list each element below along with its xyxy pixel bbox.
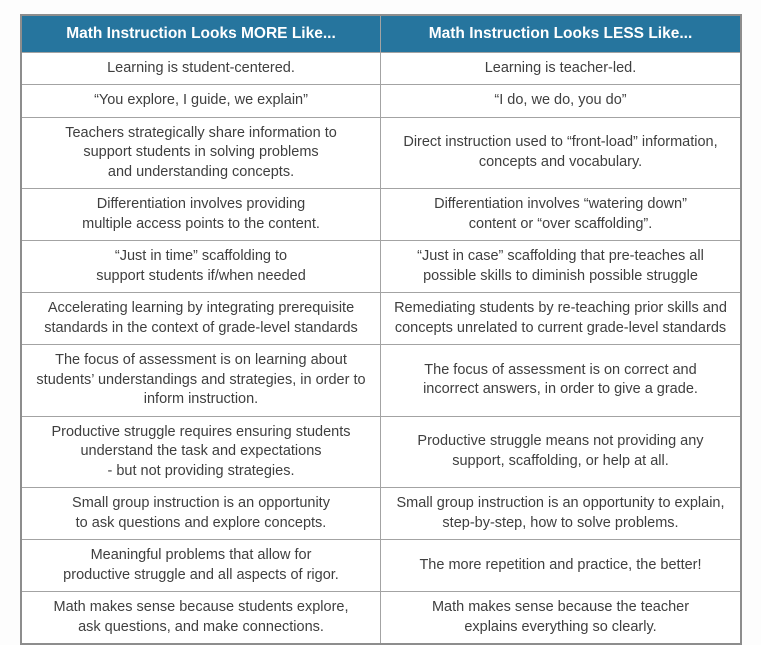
table-row: “You explore, I guide, we explain” “I do… — [22, 84, 740, 117]
table-row: Differentiation involves providing multi… — [22, 188, 740, 240]
cell-more: Accelerating learning by integrating pre… — [22, 293, 381, 344]
table-row: The focus of assessment is on learning a… — [22, 344, 740, 416]
cell-more: Small group instruction is an opportunit… — [22, 488, 381, 539]
cell-less: “Just in case” scaffolding that pre-teac… — [417, 248, 704, 284]
cell-more: Productive struggle requires ensuring st… — [22, 416, 381, 487]
cell-more: “Just in time” scaffolding to support st… — [22, 241, 381, 292]
math-instruction-comparison-table: Math Instruction Looks MORE Like... Math… — [20, 14, 742, 645]
cell-more: The focus of assessment is on learning a… — [22, 345, 381, 416]
cell-less: Productive struggle means not providing … — [417, 433, 704, 469]
table-row: Productive struggle requires ensuring st… — [22, 415, 740, 487]
table-header-row: Math Instruction Looks MORE Like... Math… — [22, 16, 740, 52]
cell-more: Teachers strategically share information… — [22, 117, 381, 188]
cell-less: Differentiation involves “watering down”… — [434, 196, 687, 232]
cell-more: Meaningful problems that allow for produ… — [22, 540, 381, 591]
cell-less: Learning is teacher-led. — [484, 59, 637, 76]
cell-less: Direct instruction used to “front-load” … — [403, 134, 718, 170]
table-row: Meaningful problems that allow for produ… — [22, 539, 740, 591]
cell-less: The focus of assessment is on correct an… — [423, 361, 698, 398]
table-row: Accelerating learning by integrating pre… — [22, 292, 740, 344]
cell-more: Learning is student-centered. — [22, 52, 381, 84]
header-more-like: Math Instruction Looks MORE Like... — [22, 16, 381, 52]
table-row: Teachers strategically share information… — [22, 116, 740, 188]
cell-more: “You explore, I guide, we explain” — [22, 85, 381, 117]
cell-less: The more repetition and practice, the be… — [419, 556, 702, 573]
cell-less: Math makes sense because the teacher exp… — [431, 599, 690, 635]
cell-less: Small group instruction is an opportunit… — [396, 495, 725, 531]
table-row: Learning is student-centered. Learning i… — [22, 51, 740, 84]
cell-more: Math makes sense because students explor… — [22, 592, 381, 643]
cell-less: “I do, we do, you do” — [494, 92, 627, 108]
cell-more: Differentiation involves providing multi… — [22, 189, 381, 240]
cell-less: Remediating students by re-teaching prio… — [394, 300, 727, 336]
table-row: Small group instruction is an opportunit… — [22, 487, 740, 539]
header-less-like: Math Instruction Looks LESS Like... — [381, 16, 740, 52]
table-row: “Just in time” scaffolding to support st… — [22, 240, 740, 292]
table-row: Math makes sense because students explor… — [22, 591, 740, 643]
